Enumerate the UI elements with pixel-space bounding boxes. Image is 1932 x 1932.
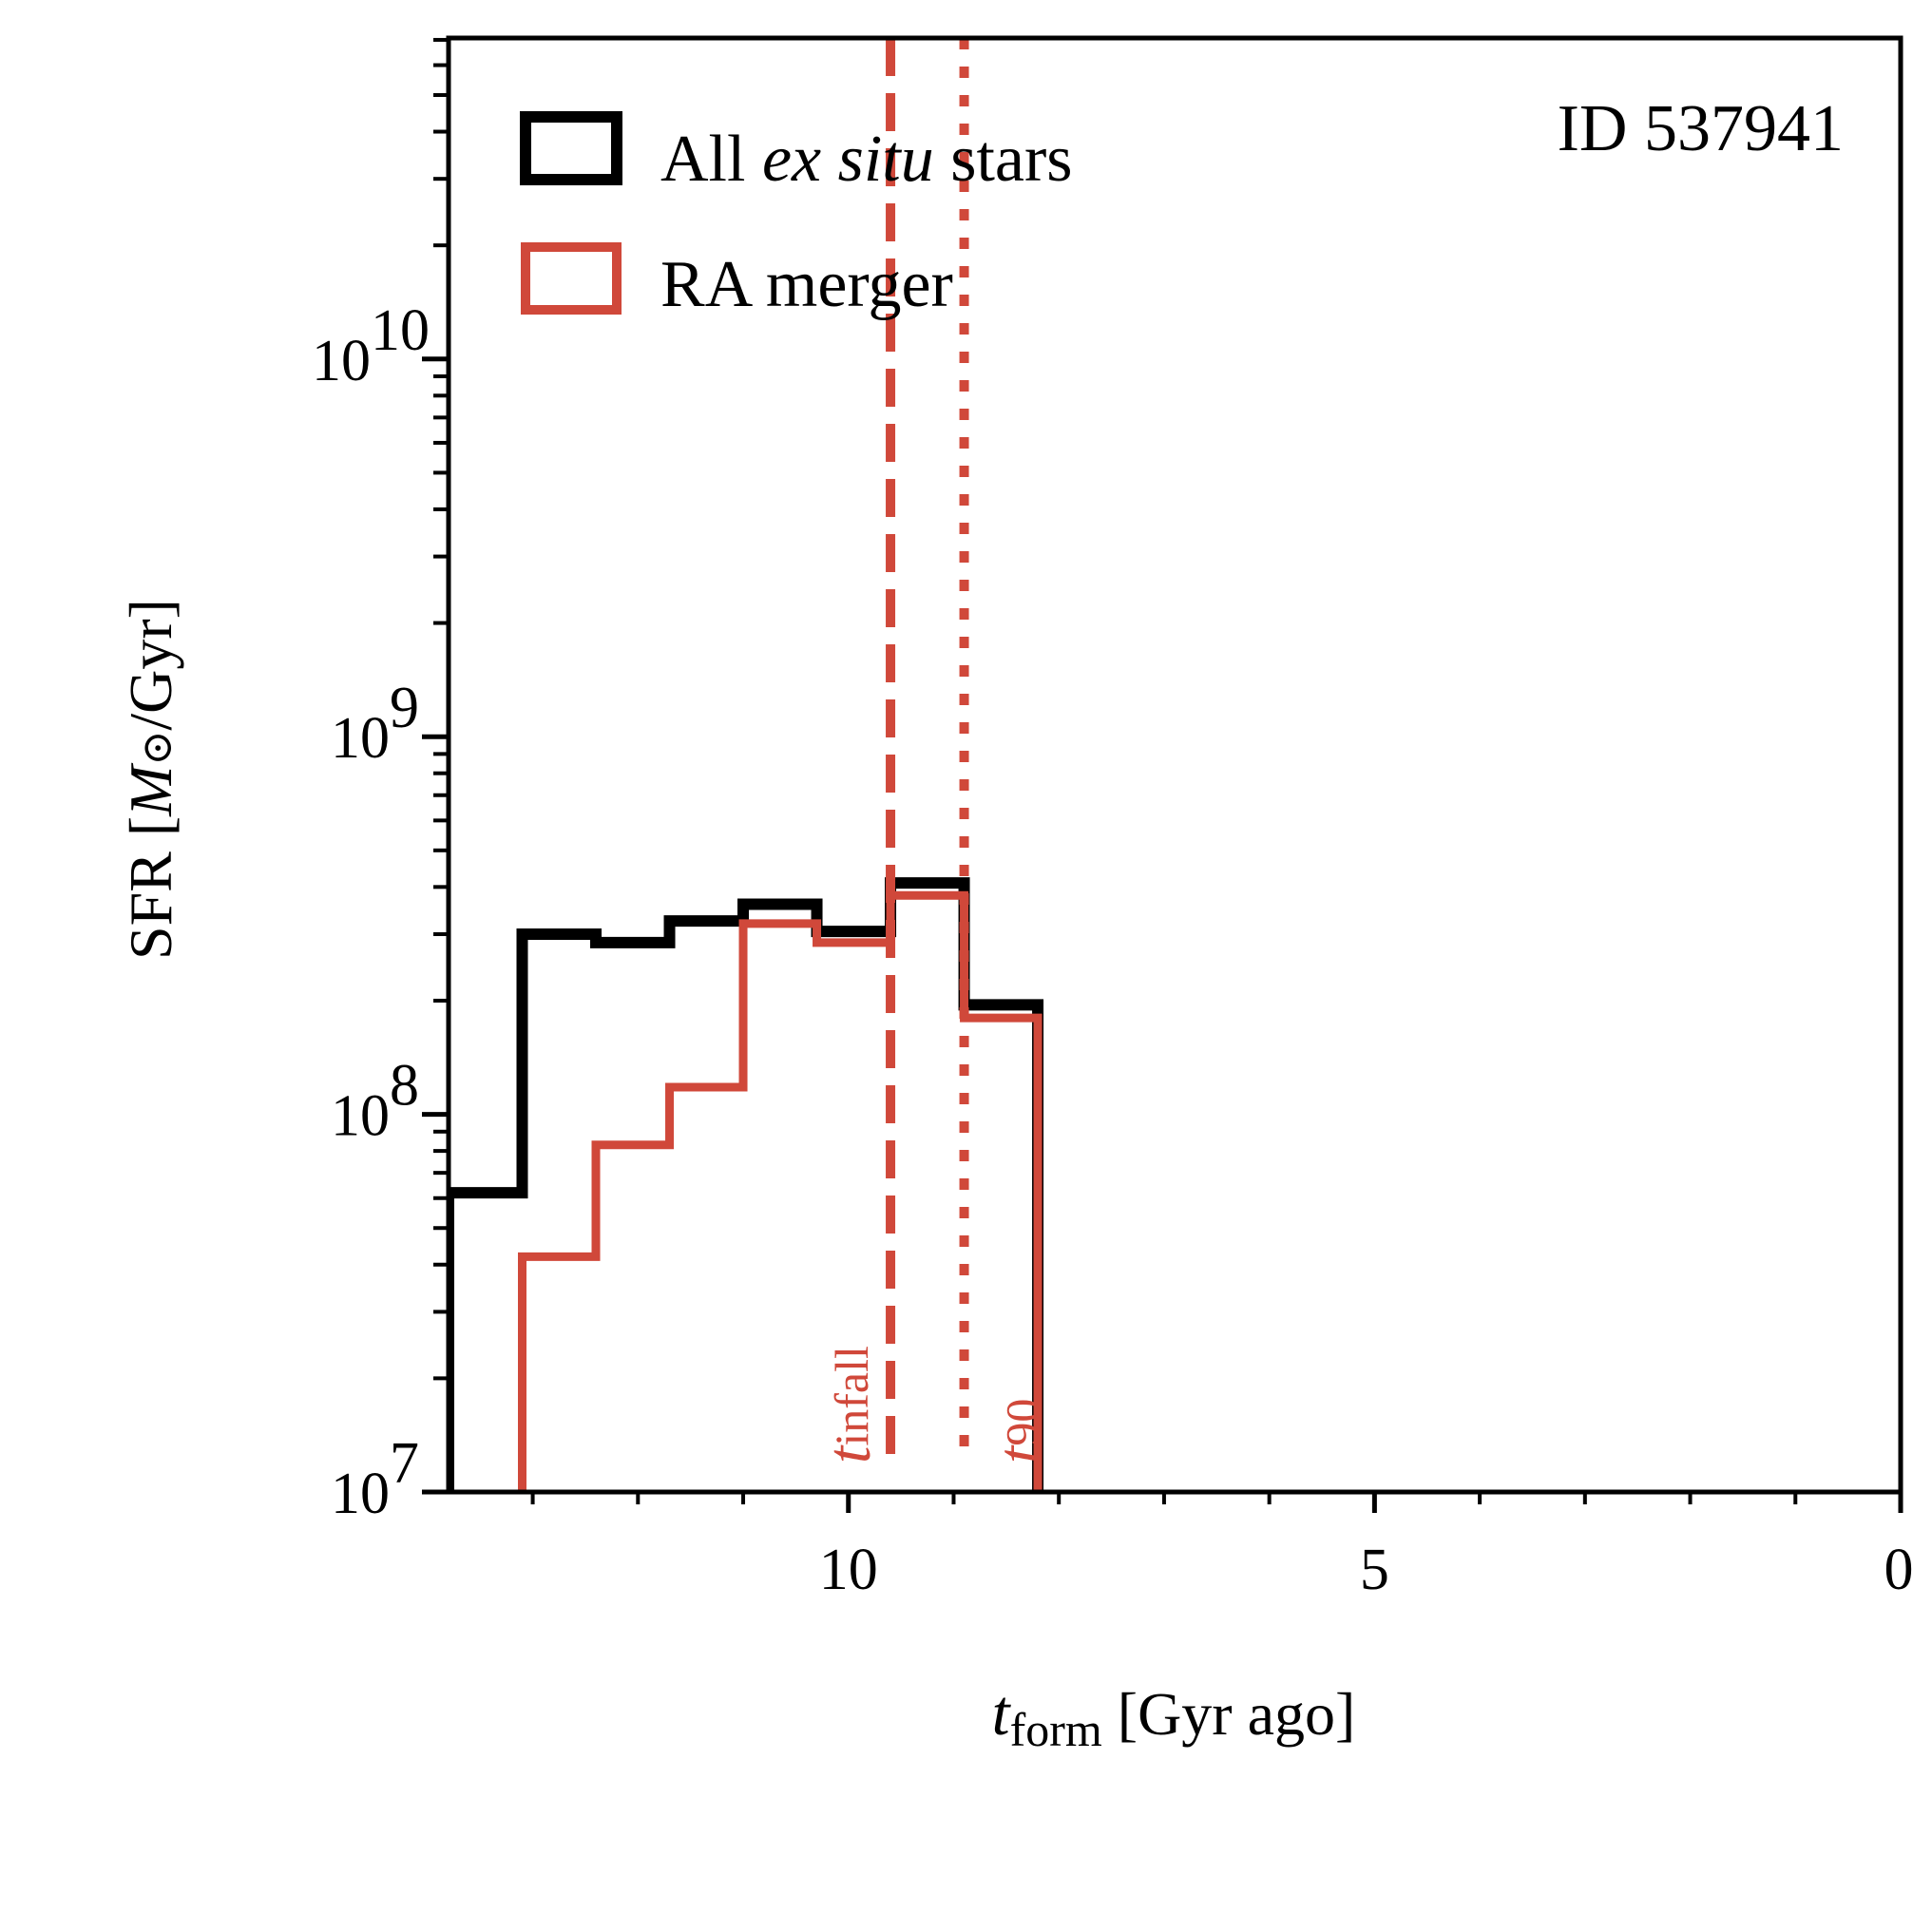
x-axis-symbol: t [992, 1676, 1012, 1749]
t-90-label: t90 [985, 1399, 1055, 1463]
legend-label-ra-merger: RA merger [660, 248, 953, 321]
t-infall-symbol: t [814, 1444, 884, 1463]
plot-frame [446, 35, 1903, 1495]
y-tick-label-exponent: 8 [390, 1054, 419, 1119]
x-axis-subscript: form [1010, 1703, 1102, 1756]
legend-label-all-part1: All [660, 123, 762, 196]
legend-label-all-ex-situ: All ex situ stars [660, 123, 1073, 196]
y-tick-label: 10 [331, 706, 390, 771]
y-tick-label: 10 [331, 1462, 390, 1526]
y-axis-sun: ⊙ [134, 731, 181, 766]
legend-swatch-ra-merger [521, 242, 622, 315]
legend-label-all-italic: ex situ [762, 123, 934, 196]
legend: All ex situ stars RA merger [520, 111, 1073, 321]
t-infall-subscript: infall [825, 1346, 878, 1446]
y-tick-label-exponent: 10 [371, 298, 430, 363]
legend-label-ra-merger-text: RA merger [660, 248, 953, 321]
vline-layer [886, 38, 969, 1463]
x-tick-label: 10 [819, 1538, 878, 1602]
axis-ticks [422, 37, 1903, 1513]
y-tick-label: 10 [312, 329, 371, 393]
t-90-subscript: 90 [996, 1399, 1049, 1446]
x-tick-label: 5 [1360, 1538, 1389, 1602]
y-tick-label: 10 [331, 1084, 390, 1149]
x-tick-label: 0 [1884, 1538, 1914, 1602]
y-tick-label-exponent: 9 [390, 676, 419, 740]
y-axis-label: SFR [M⊙/Gyr] [117, 599, 184, 960]
x-axis-label: tform [Gyr ago] [992, 1676, 1356, 1756]
vline-labels: tinfall t90 [814, 1346, 1055, 1463]
series-layer [449, 877, 1044, 1492]
t-infall-label: tinfall [814, 1346, 884, 1463]
y-axis-symbol: M [117, 762, 184, 817]
subhalo-id-label: ID 537941 [1558, 92, 1844, 165]
y-tick-label-exponent: 7 [390, 1431, 419, 1496]
y-axis-prefix: SFR [ [117, 816, 184, 960]
series-ra-merger [518, 890, 1043, 1492]
y-axis-suffix: /Gyr] [117, 599, 184, 731]
x-axis-unit: [Gyr ago] [1102, 1680, 1356, 1748]
legend-swatch-all-ex-situ [520, 111, 622, 185]
legend-label-all-part3: stars [934, 123, 1073, 196]
t-90-symbol: t [985, 1444, 1055, 1463]
